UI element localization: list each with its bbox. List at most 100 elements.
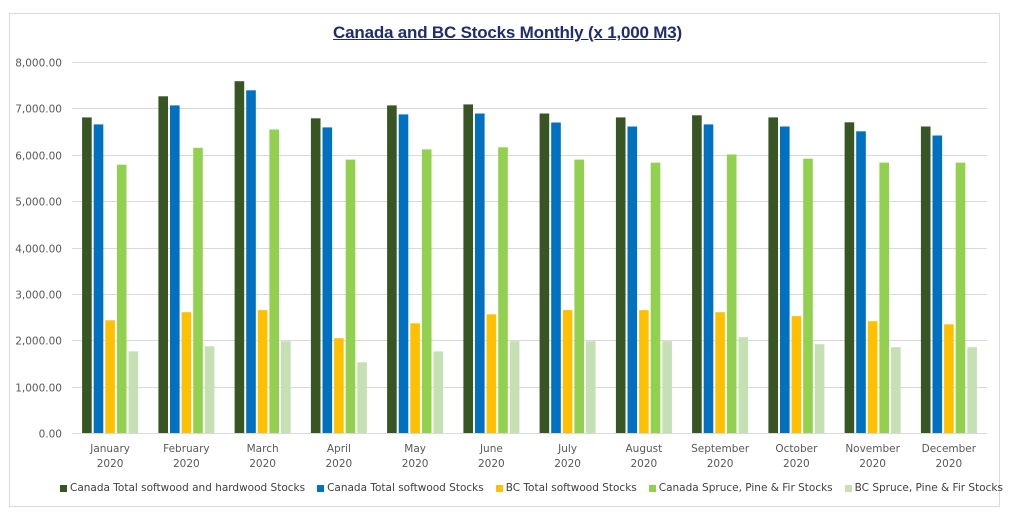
bar-1 [158,96,168,434]
x-tick-year: 2020 [859,458,886,470]
bar-4 [498,147,508,434]
x-tick-month: November [845,443,900,455]
bar-4 [574,159,584,433]
bar-1 [768,117,778,434]
bar-5 [967,347,977,433]
legend-label: Canada Total softwood and hardwood Stock… [70,482,306,494]
legend-item: Canada Total softwood Stocks [317,482,484,494]
bar-5 [738,337,749,433]
x-tick-month: May [404,443,426,455]
x-tick-year: 2020 [326,458,353,470]
legend-item: BC Spruce, Pine & Fir Stocks [844,482,1003,494]
y-tick-label: 6,000.00 [15,151,62,163]
bar-2 [398,114,409,434]
x-tick-month: September [691,443,750,455]
bar-3 [944,324,954,433]
legend-swatch-icon [317,484,325,492]
bar-1 [234,81,245,433]
bar-2 [551,122,561,433]
chart-title: Canada and BC Stocks Monthly (x 1,000 M3… [333,23,682,42]
x-tick-month: December [922,443,977,455]
legend: Canada Total softwood and hardwood Stock… [60,482,1003,494]
bar-1 [844,122,855,434]
bar-5 [433,351,444,433]
bar-2 [856,131,866,434]
bar-1 [539,113,550,433]
bar-3 [257,310,268,433]
x-tick-month: April [327,443,351,455]
bar-1 [387,105,397,434]
x-tick-year: 2020 [173,458,200,470]
legend-label: Canada Total softwood Stocks [327,482,484,494]
legend-swatch-icon [495,484,503,492]
legend-label: BC Spruce, Pine & Fir Stocks [854,482,1003,494]
bar-5 [281,341,291,433]
bar-4 [803,158,813,433]
bar-4 [116,164,127,433]
bar-4 [879,162,889,433]
bar-4 [726,154,737,433]
bar-1 [310,118,321,434]
legend-item: Canada Spruce, Pine & Fir Stocks [648,482,833,494]
legend-swatch-icon [844,484,852,492]
y-tick-label: 0.00 [39,429,62,441]
y-axis-ticks: 0.00 1,000.00 2,000.00 3,000.00 4,000.00 5,00… [15,58,62,441]
bar-5 [586,341,596,433]
bar-1 [615,117,626,434]
bar-3 [105,320,115,433]
x-tick-year: 2020 [554,458,581,470]
legend-item: BC Total softwood Stocks [495,482,637,494]
legend-item: Canada Total softwood and hardwood Stock… [60,482,305,494]
bar-2 [322,127,333,434]
x-tick-year: 2020 [936,458,963,470]
bar-1 [82,117,92,434]
bar-4 [650,162,661,433]
bars [82,81,977,434]
x-tick-month: March [247,443,279,455]
bar-4 [955,162,966,433]
x-tick-year: 2020 [707,458,734,470]
bar-4 [193,147,203,434]
bar-1 [920,126,931,433]
bar-5 [357,362,367,433]
bar-2 [246,90,256,434]
y-tick-label: 4,000.00 [15,244,62,256]
x-axis-ticks: January 2020 February 2020 March 2020 April 202… [89,443,977,470]
bar-2 [475,113,485,433]
bar-3 [181,312,192,433]
legend-label: Canada Spruce, Pine & Fir Stocks [658,482,833,494]
x-tick-year: 2020 [631,458,658,470]
gridlines [72,62,987,434]
bar-4 [421,149,432,433]
x-tick-year: 2020 [478,458,505,470]
y-tick-label: 2,000.00 [15,336,62,348]
x-tick-year: 2020 [402,458,429,470]
bar-4 [345,159,356,433]
bar-4 [269,129,279,433]
x-tick-month: June [479,443,503,455]
bar-3 [486,314,497,433]
y-tick-label: 1,000.00 [15,383,62,395]
bar-5 [891,347,901,433]
bar-2 [932,135,943,433]
legend-label: BC Total softwood Stocks [505,482,637,494]
y-tick-label: 5,000.00 [15,197,62,209]
bar-1 [692,115,702,434]
x-tick-month: July [557,443,577,455]
bar-3 [410,323,420,433]
x-tick-year: 2020 [783,458,810,470]
x-tick-month: October [775,443,818,455]
x-tick-year: 2020 [97,458,124,470]
x-tick-month: February [163,443,210,455]
x-tick-month: January [89,443,130,455]
bar-2 [703,124,714,434]
bar-3 [715,312,725,433]
bar-5 [128,351,139,433]
bar-2 [627,126,638,433]
bar-3 [562,310,573,433]
x-tick-month: August [626,443,663,455]
bar-2 [780,126,790,433]
bar-5 [814,344,825,433]
y-tick-label: 3,000.00 [15,290,62,302]
